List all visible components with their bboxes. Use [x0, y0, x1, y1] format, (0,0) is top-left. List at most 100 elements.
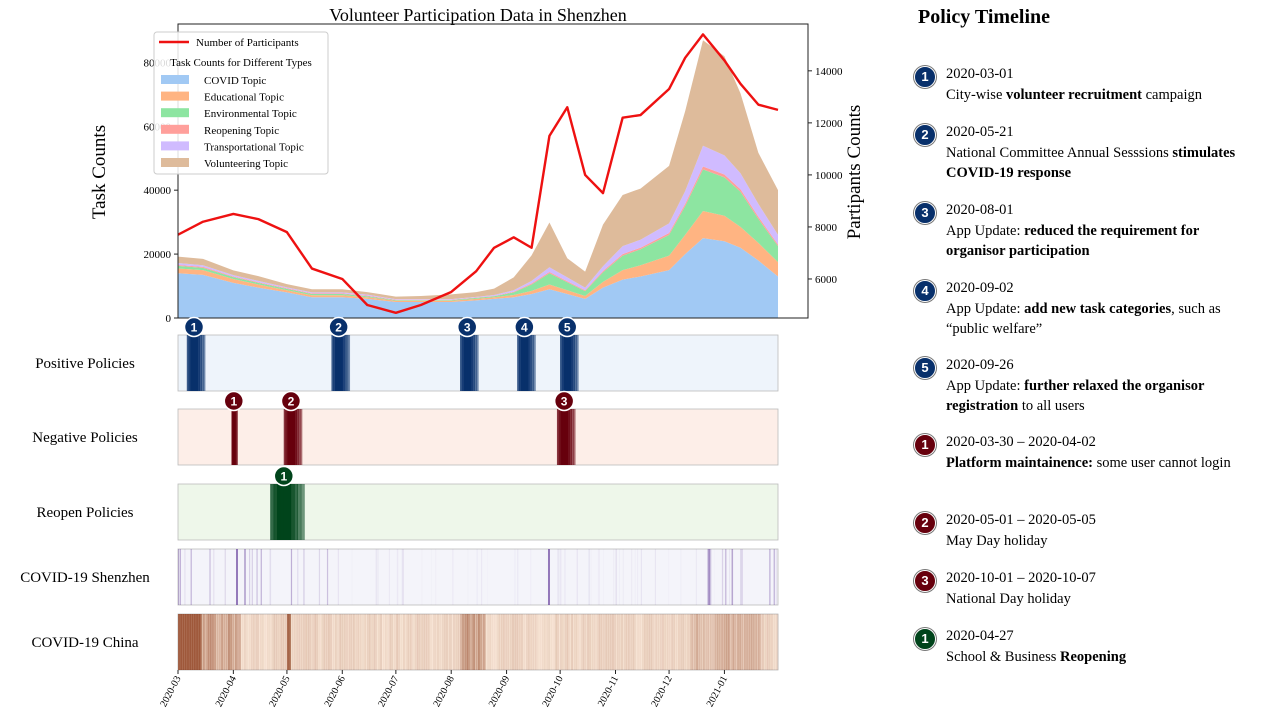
- right-tick-label: 8000: [815, 222, 838, 234]
- policy-marker-number: 3: [561, 395, 568, 409]
- covid-day-mark: [656, 614, 659, 670]
- covid-day-mark: [492, 614, 495, 670]
- policy-band: [203, 335, 206, 391]
- covid-day-mark: [421, 549, 422, 605]
- covid-day-mark: [185, 614, 188, 670]
- timeline-date: 2020-08-01: [946, 202, 1014, 218]
- covid-day-mark: [503, 614, 506, 670]
- policy-band: [347, 335, 351, 391]
- covid-day-mark: [745, 614, 749, 670]
- policy-marker-number: 4: [521, 321, 528, 335]
- policy-band: [561, 335, 565, 391]
- covid-day-mark: [623, 549, 624, 605]
- covid-day-mark: [347, 614, 350, 670]
- covid-day-mark: [303, 614, 306, 670]
- covid-day-mark: [479, 614, 482, 670]
- timeline-text-segment: Reopening: [1060, 649, 1127, 665]
- chart-legend: Number of Participants Task Counts for Di…: [153, 31, 329, 175]
- covid-day-mark: [469, 614, 472, 670]
- policy-band: [199, 335, 202, 391]
- covid-day-mark: [249, 614, 252, 670]
- policy-band: [465, 335, 468, 391]
- covid-day-mark: [547, 614, 550, 670]
- covid-day-mark: [186, 614, 190, 670]
- covid-day-mark: [669, 614, 672, 670]
- timeline-description: App Update: further relaxed the organiso…: [946, 377, 1246, 416]
- covid-day-mark: [704, 614, 707, 670]
- covid-day-mark: [285, 614, 288, 670]
- covid-day-mark: [774, 614, 777, 670]
- timeline-text-segment: campaign: [1141, 87, 1202, 103]
- covid-day-mark: [399, 614, 402, 670]
- covid-day-mark: [522, 614, 525, 670]
- covid-day-mark: [258, 614, 261, 670]
- timeline-text-segment: to all users: [1018, 397, 1085, 414]
- heat-row-background: [177, 483, 779, 541]
- timeline-text-segment: City-wise: [946, 87, 1007, 103]
- covid-day-mark: [209, 549, 211, 605]
- covid-day-mark: [611, 614, 615, 670]
- covid-day-mark: [436, 614, 440, 670]
- timeline-badge: 3: [914, 570, 936, 592]
- covid-day-mark: [474, 614, 477, 670]
- covid-day-mark: [636, 614, 640, 670]
- policy-marker-badge: [273, 465, 295, 487]
- policy-band: [287, 409, 290, 465]
- covid-day-mark: [495, 614, 499, 670]
- covid-day-mark: [729, 614, 732, 670]
- policy-band: [296, 409, 299, 465]
- legend-title: Task Counts for Different Types: [170, 57, 312, 69]
- covid-day-mark: [442, 614, 445, 670]
- left-tick-label: 40000: [144, 185, 172, 197]
- covid-day-mark: [238, 614, 241, 670]
- covid-day-mark: [695, 549, 698, 605]
- policy-band: [472, 335, 476, 391]
- covid-day-mark: [460, 614, 463, 670]
- covid-day-mark: [565, 549, 566, 605]
- covid-day-mark: [270, 549, 271, 605]
- timeline-text-segment: May Day holiday: [946, 533, 1048, 549]
- covid-day-mark: [372, 614, 375, 670]
- covid-day-mark: [647, 614, 650, 670]
- covid-day-mark: [295, 614, 299, 670]
- timeline-description: City-wise volunteer recruitment campaign: [946, 86, 1246, 106]
- covid-day-mark: [640, 549, 643, 605]
- covid-day-mark: [319, 614, 322, 670]
- covid-day-mark: [201, 614, 204, 670]
- covid-day-mark: [637, 549, 638, 605]
- covid-day-mark: [431, 614, 434, 670]
- covid-day-mark: [420, 614, 424, 670]
- covid-day-mark: [395, 614, 399, 670]
- covid-day-mark: [707, 549, 710, 605]
- policy-band: [186, 335, 190, 391]
- covid-day-mark: [546, 549, 547, 605]
- policy-band: [297, 484, 302, 540]
- covid-day-mark: [654, 614, 657, 670]
- policy-marker-number: 1: [230, 395, 237, 409]
- policy-band: [292, 409, 296, 465]
- covid-day-mark: [231, 614, 234, 670]
- policy-marker-badge: [514, 316, 535, 338]
- covid-day-mark: [544, 614, 547, 670]
- covid-day-mark: [260, 614, 263, 670]
- covid-day-mark: [567, 614, 570, 670]
- covid-day-mark: [776, 614, 779, 670]
- covid-day-mark: [506, 614, 509, 670]
- covid-day-mark: [256, 614, 259, 670]
- policy-band: [194, 335, 197, 391]
- covid-day-mark: [204, 614, 207, 670]
- policy-band: [283, 484, 288, 540]
- policy-band: [573, 409, 576, 465]
- covid-day-mark: [526, 614, 529, 670]
- covid-day-mark: [545, 614, 549, 670]
- covid-day-mark: [488, 614, 491, 670]
- x-tick-label: 2020-08: [431, 674, 456, 709]
- covid-day-mark: [708, 614, 711, 670]
- policy-band: [299, 409, 303, 465]
- policy-band: [188, 335, 191, 391]
- policy-band: [567, 335, 570, 391]
- covid-day-mark: [375, 549, 377, 605]
- covid-day-mark: [601, 614, 604, 670]
- timeline-description: Platform maintainence: some user cannot …: [946, 454, 1246, 474]
- policy-band: [195, 335, 199, 391]
